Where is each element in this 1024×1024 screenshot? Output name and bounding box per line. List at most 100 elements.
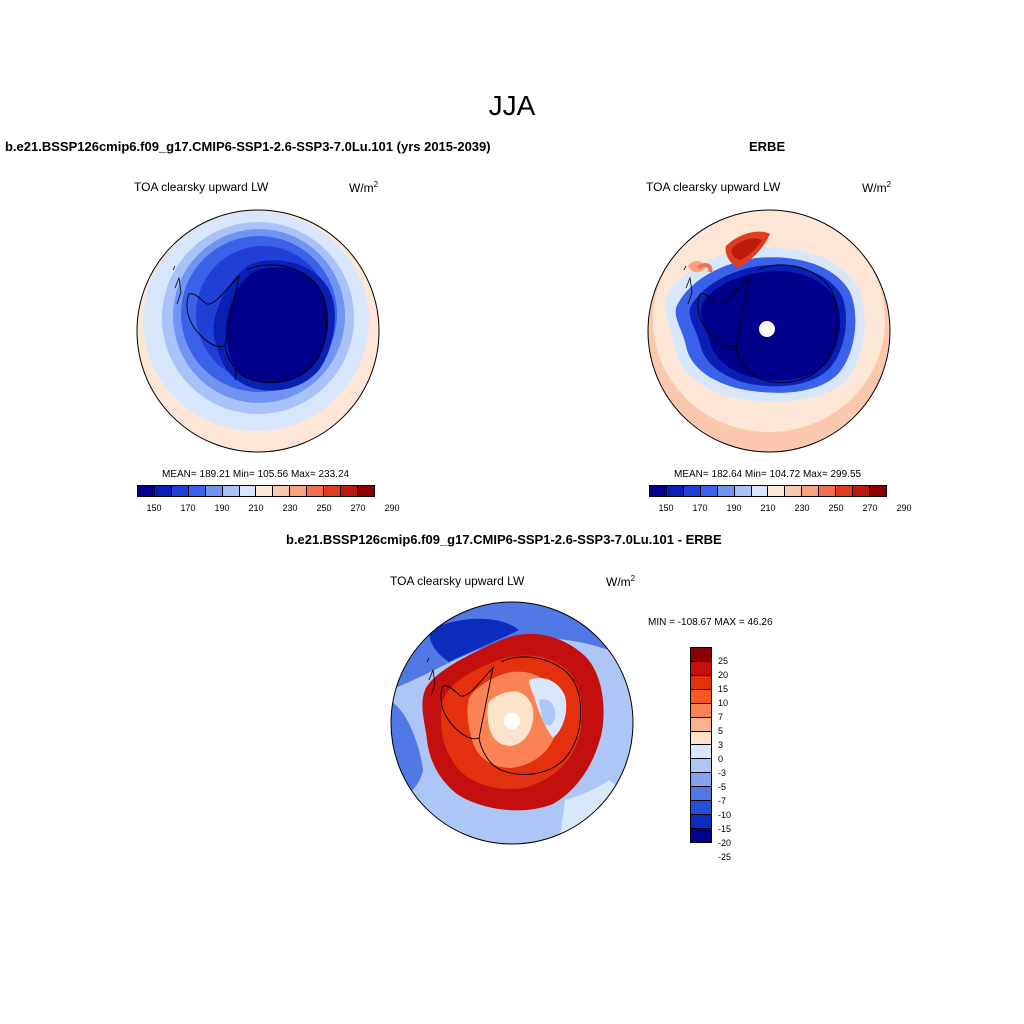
obs-colorbar-tick-label: 170 bbox=[692, 503, 708, 513]
obs-warm-streak bbox=[696, 263, 713, 273]
diff-colorbar-tick-label: -3 bbox=[718, 768, 727, 778]
diff-colorbar-swatch bbox=[691, 717, 711, 732]
diff-colorbar-tick-label: 15 bbox=[718, 684, 729, 694]
obs-colorbar-swatch bbox=[717, 486, 735, 496]
model-polar-map bbox=[136, 209, 380, 453]
diff-colorbar-swatch bbox=[691, 801, 711, 816]
model-map-border bbox=[136, 209, 380, 453]
diff-units-label: W/m2 bbox=[606, 574, 636, 589]
obs-warm-core-north bbox=[731, 238, 762, 260]
diff-colorbar-swatch bbox=[691, 731, 711, 746]
obs-colorbar-tick-label: 150 bbox=[658, 503, 674, 513]
diff-map-border bbox=[390, 601, 634, 845]
model-peninsula-coastline bbox=[172, 265, 182, 305]
diff-colorbar-tick-label: -15 bbox=[718, 824, 732, 834]
obs-map-border bbox=[647, 209, 891, 453]
diff-colorbar-swatch bbox=[691, 828, 711, 842]
obs-panel-title: ERBE bbox=[749, 139, 786, 154]
model-colorbar-tick-label: 290 bbox=[384, 503, 400, 513]
obs-units-label: W/m2 bbox=[862, 180, 892, 195]
obs-colorbar-tick-label: 250 bbox=[828, 503, 844, 513]
model-colorbar-tick-label: 210 bbox=[248, 503, 264, 513]
diff-colorbar-tick-label: 5 bbox=[718, 726, 724, 736]
diff-colorbar-swatch bbox=[691, 745, 711, 760]
diff-colorbar-tick-label: -7 bbox=[718, 796, 727, 806]
model-panel-title: b.e21.BSSP126cmip6.f09_g17.CMIP6-SSP1-2.… bbox=[5, 139, 491, 154]
model-colorbar-swatch bbox=[307, 486, 325, 496]
model-colorbar-swatch bbox=[205, 486, 223, 496]
model-colorbar-swatch bbox=[239, 486, 257, 496]
diff-colorbar-swatch bbox=[691, 689, 711, 704]
obs-stats: MEAN= 182.64 Min= 104.72 Max= 299.55 bbox=[674, 469, 862, 480]
model-colorbar-tick-label: 150 bbox=[146, 503, 162, 513]
obs-colorbar-swatch bbox=[666, 486, 684, 496]
diff-colorbar-tick-label: -10 bbox=[718, 810, 732, 820]
model-colorbar-swatch bbox=[256, 486, 274, 496]
obs-colorbar-swatch bbox=[869, 486, 886, 496]
diff-colorbar-ticks: 25 20 15 10 7 5 3 0 -3 -5 -7 -10 -15 -20 -25 bbox=[718, 647, 748, 862]
model-antarctica-coastline bbox=[186, 264, 328, 383]
diff-colorbar bbox=[690, 647, 712, 843]
diff-colorbar-tick-label: 25 bbox=[718, 656, 729, 666]
model-colorbar-swatch bbox=[273, 486, 291, 496]
model-colorbar-swatch bbox=[154, 486, 172, 496]
diff-colorbar-swatch bbox=[691, 787, 711, 802]
obs-antarctica-coastline bbox=[697, 264, 839, 383]
obs-colorbar-swatch bbox=[734, 486, 752, 496]
model-field-band-150 bbox=[225, 267, 329, 384]
diff-field-north-core bbox=[429, 618, 519, 662]
obs-colorbar-tick-label: 290 bbox=[896, 503, 912, 513]
obs-colorbar-tick-label: 210 bbox=[760, 503, 776, 513]
obs-colorbar-ticks: 150 170 190 210 230 250 270 290 bbox=[649, 503, 911, 515]
model-ross-coastline bbox=[226, 353, 237, 381]
diff-colorbar-tick-label: 7 bbox=[718, 712, 724, 722]
model-stats: MEAN= 189.21 Min= 105.56 Max= 233.24 bbox=[162, 469, 350, 480]
model-colorbar-swatch bbox=[341, 486, 358, 496]
diff-colorbar-tick-label: 0 bbox=[718, 754, 724, 764]
model-colorbar-swatch bbox=[171, 486, 189, 496]
diff-panel-title: b.e21.BSSP126cmip6.f09_g17.CMIP6-SSP1-2.… bbox=[286, 532, 722, 547]
obs-variable-label: TOA clearsky upward LW bbox=[646, 180, 781, 194]
diff-colorbar-swatch bbox=[691, 759, 711, 774]
model-colorbar-tick-label: 250 bbox=[316, 503, 332, 513]
obs-colorbar-swatch bbox=[650, 486, 667, 496]
diff-colorbar-tick-label: 20 bbox=[718, 670, 729, 680]
obs-colorbar bbox=[649, 485, 887, 497]
diff-colorbar-swatch bbox=[691, 773, 711, 788]
diff-colorbar-swatch bbox=[691, 661, 711, 676]
diff-colorbar-swatch bbox=[691, 675, 711, 690]
page-title: JJA bbox=[488, 90, 536, 121]
obs-colorbar-swatch bbox=[751, 486, 769, 496]
obs-colorbar-swatch bbox=[802, 486, 820, 496]
model-colorbar-tick-label: 190 bbox=[214, 503, 230, 513]
model-colorbar-swatch bbox=[357, 486, 374, 496]
diff-minmax: MIN = -108.67 MAX = 46.26 bbox=[648, 617, 773, 628]
diff-colorbar-tick-label: -5 bbox=[718, 782, 727, 792]
model-units-label: W/m2 bbox=[349, 180, 379, 195]
model-colorbar-ticks: 150 170 190 210 230 250 270 290 bbox=[137, 503, 399, 515]
model-colorbar-swatch bbox=[138, 486, 155, 496]
obs-colorbar-tick-label: 190 bbox=[726, 503, 742, 513]
diff-colorbar-swatch bbox=[691, 815, 711, 829]
obs-colorbar-swatch bbox=[683, 486, 701, 496]
diff-colorbar-tick-label: -25 bbox=[718, 852, 732, 862]
obs-colorbar-swatch bbox=[785, 486, 803, 496]
diff-colorbar-swatch bbox=[691, 648, 711, 662]
model-colorbar-tick-label: 230 bbox=[282, 503, 298, 513]
obs-colorbar-swatch bbox=[853, 486, 870, 496]
diff-colorbar-tick-label: 10 bbox=[718, 698, 729, 708]
model-colorbar-swatch bbox=[188, 486, 206, 496]
diff-variable-label: TOA clearsky upward LW bbox=[390, 574, 525, 588]
obs-peninsula-coastline bbox=[683, 265, 693, 305]
model-colorbar-tick-label: 170 bbox=[180, 503, 196, 513]
obs-polar-map bbox=[647, 209, 891, 453]
diff-field-cool-interior-core bbox=[539, 699, 556, 726]
obs-pole-hole bbox=[759, 321, 775, 337]
diff-colorbar-tick-label: 3 bbox=[718, 740, 724, 750]
model-variable-label: TOA clearsky upward LW bbox=[134, 180, 269, 194]
obs-colorbar-swatch bbox=[819, 486, 837, 496]
obs-colorbar-tick-label: 270 bbox=[862, 503, 878, 513]
model-colorbar-swatch bbox=[324, 486, 342, 496]
obs-colorbar-tick-label: 230 bbox=[794, 503, 810, 513]
obs-colorbar-swatch bbox=[700, 486, 718, 496]
